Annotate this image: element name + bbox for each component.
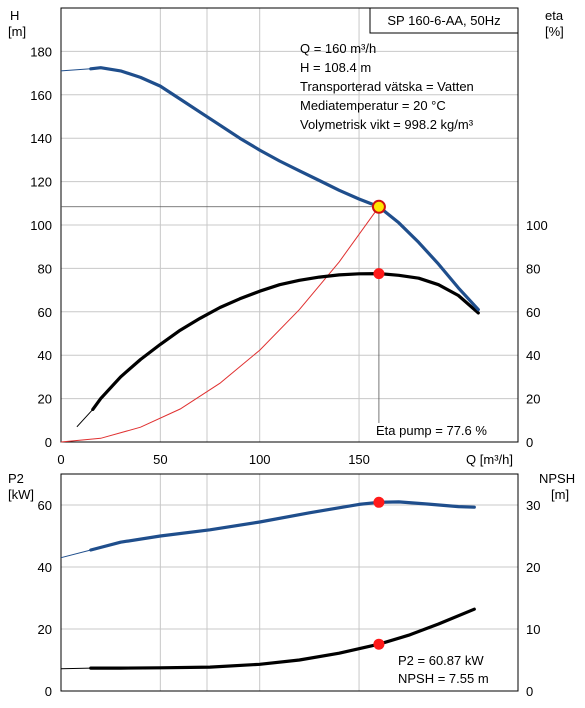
top-left-tick-label: 140 — [30, 131, 52, 146]
eta-duty-marker — [373, 268, 385, 280]
bottom-plot-frame — [60, 473, 519, 692]
top-info-line: H = 108.4 m — [300, 60, 371, 75]
system-curve-thin — [60, 206, 380, 443]
top-left-tick-label: 80 — [38, 261, 52, 276]
bottom-curves — [60, 496, 476, 670]
bottom-right-tick-label: 20 — [526, 560, 540, 575]
npsh-duty-marker — [373, 638, 385, 650]
bottom-left-tick-label: 60 — [38, 498, 52, 513]
top-right-tick-label: 20 — [526, 392, 540, 407]
eta-curve — [91, 272, 480, 411]
top-right-axis-label: eta — [545, 8, 564, 23]
head-curve — [89, 66, 480, 312]
bottom-right-tick-label: 10 — [526, 622, 540, 637]
top-curves — [60, 66, 480, 443]
top-left-tick-label: 60 — [38, 305, 52, 320]
top-left-axis-unit: [m] — [8, 24, 26, 39]
bottom-left-tick-label: 0 — [45, 684, 52, 699]
top-left-tick-label: 160 — [30, 88, 52, 103]
top-left-tick-label: 180 — [30, 44, 52, 59]
top-info-line: Transporterad vätska = Vatten — [300, 79, 474, 94]
bottom-info-line: NPSH = 7.55 m — [398, 671, 489, 686]
x-tick-label: 50 — [153, 452, 167, 467]
top-right-tick-label: 60 — [526, 305, 540, 320]
top-right-tick-label: 0 — [526, 435, 533, 450]
npsh-curve-thin — [60, 667, 91, 670]
top-info-line: Mediatemperatur = 20 °C — [300, 98, 446, 113]
top-left-axis-label: H — [10, 8, 19, 23]
top-left-tick-label: 20 — [38, 392, 52, 407]
bottom-left-axis-label: P2 — [8, 471, 24, 486]
top-left-tick-label: 40 — [38, 348, 52, 363]
bottom-right-tick-label: 30 — [526, 498, 540, 513]
bottom-right-axis-label: NPSH — [539, 471, 575, 486]
eta-curve-thin — [76, 409, 94, 428]
eta-pump-label: Eta pump = 77.6 % — [376, 423, 487, 438]
bottom-right-axis-unit: [m] — [551, 487, 569, 502]
bottom-right-tick-label: 0 — [526, 684, 533, 699]
top-right-tick-label: 80 — [526, 261, 540, 276]
head-curve-thin — [60, 68, 91, 72]
top-plot-frame — [60, 7, 519, 443]
chart-title: SP 160-6-AA, 50Hz — [387, 13, 500, 28]
bottom-left-tick-label: 40 — [38, 560, 52, 575]
top-tick-labels: 0 20 40 60 80 100 120 140 160 180 0 20 40 60 80 100 0 50 1… — [30, 44, 547, 467]
p2-curve-thin — [60, 549, 91, 559]
x-tick-label: 0 — [57, 452, 64, 467]
top-right-tick-label: 40 — [526, 348, 540, 363]
top-left-tick-label: 0 — [45, 435, 52, 450]
npsh-curve — [89, 607, 476, 670]
top-left-tick-label: 120 — [30, 175, 52, 190]
bottom-info-block: P2 = 60.87 kW NPSH = 7.55 m — [398, 653, 489, 686]
x-tick-label: 150 — [348, 452, 370, 467]
top-left-tick-label: 100 — [30, 218, 52, 233]
x-tick-label: 100 — [249, 452, 271, 467]
title-box — [369, 7, 519, 34]
p2-curve — [89, 500, 476, 552]
x-axis-label: Q [m³/h] — [466, 452, 513, 467]
bottom-tick-labels: 0 20 40 60 0 10 20 30 — [38, 498, 541, 699]
top-right-axis-unit: [%] — [545, 24, 564, 39]
bottom-left-tick-label: 20 — [38, 622, 52, 637]
top-info-block: Q = 160 m³/h H = 108.4 m Transporterad vät… — [300, 41, 474, 132]
top-info-line: Volymetrisk vikt = 998.2 kg/m³ — [300, 117, 474, 132]
bottom-info-line: P2 = 60.87 kW — [398, 653, 484, 668]
head-duty-marker — [371, 199, 386, 214]
top-info-line: Q = 160 m³/h — [300, 41, 376, 56]
p2-duty-marker — [373, 496, 385, 508]
top-right-tick-label: 100 — [526, 218, 548, 233]
bottom-left-axis-unit: [kW] — [8, 487, 34, 502]
